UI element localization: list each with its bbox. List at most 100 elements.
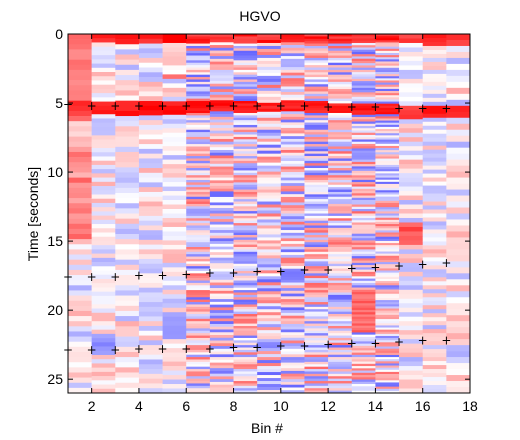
y-tick-label: 25: [47, 371, 63, 387]
heatmap-cell: [446, 327, 470, 333]
heatmap-cell: [186, 130, 210, 133]
heatmap-cell: [352, 207, 376, 210]
heatmap-cell: [68, 152, 92, 157]
heatmap-cell: [234, 230, 258, 233]
heatmap-cell: [186, 58, 210, 61]
heatmap-cell: [115, 121, 139, 126]
heatmap-cell: [399, 290, 423, 295]
heatmap-cell: [399, 285, 423, 290]
heatmap-cell: [257, 360, 281, 363]
heatmap-cell: [163, 61, 187, 66]
heatmap-cell: [92, 127, 116, 132]
heatmap-cell: [375, 214, 399, 216]
marker-point: +: [252, 99, 262, 113]
heatmap-cell: [328, 214, 352, 217]
heatmap-cell: [281, 307, 305, 310]
heatmap-cell: [304, 187, 328, 190]
heatmap-cell: [139, 316, 163, 321]
heatmap-cell: [304, 218, 328, 221]
heatmap-cell: [139, 182, 163, 187]
heatmap-cell: [139, 383, 163, 388]
heatmap-cell: [186, 292, 210, 295]
heatmap-cell: [234, 233, 258, 236]
heatmap-cell: [68, 224, 92, 229]
heatmap-cell: [186, 36, 210, 39]
heatmap-cell: [234, 290, 258, 293]
heatmap-cell: [328, 295, 352, 298]
heatmap-cell: [304, 194, 328, 197]
heatmap-cell: [352, 225, 376, 228]
heatmap-cell: [423, 62, 447, 66]
heatmap-cell: [234, 307, 258, 310]
heatmap-cell: [139, 245, 163, 250]
heatmap-cell: [281, 133, 305, 136]
heatmap-cell: [186, 324, 210, 327]
heatmap-cell: [163, 196, 187, 201]
heatmap-cell: [139, 144, 163, 149]
heatmap-cell: [352, 171, 376, 174]
heatmap-cell: [328, 300, 352, 303]
heatmap-cell: [68, 142, 92, 147]
heatmap-cell: [375, 118, 399, 120]
heatmap-cell: [375, 173, 399, 175]
heatmap-cell: [328, 324, 352, 327]
heatmap-cell: [352, 81, 376, 84]
heatmap-cell: [186, 383, 210, 386]
heatmap-cell: [257, 88, 281, 91]
heatmap-cell: [399, 70, 423, 75]
heatmap-cell: [257, 384, 281, 387]
heatmap-cell: [210, 169, 234, 172]
heatmap-cell: [92, 203, 116, 208]
heatmap-cell: [234, 166, 258, 169]
heatmap-cell: [115, 39, 139, 44]
heatmap-cell: [375, 171, 399, 173]
heatmap-cell: [234, 223, 258, 226]
heatmap-cell: [68, 44, 92, 49]
heatmap-cell: [399, 317, 423, 322]
heatmap-cell: [210, 70, 234, 73]
heatmap-cell: [328, 115, 352, 118]
heatmap-cell: [304, 242, 328, 245]
heatmap-cell: [375, 353, 399, 355]
heatmap-cell: [399, 375, 423, 380]
heatmap-cell: [328, 187, 352, 190]
heatmap-cell: [92, 76, 116, 81]
heatmap-cell: [163, 43, 187, 48]
heatmap-cell: [234, 149, 258, 152]
marker-point: +: [134, 269, 144, 283]
heatmap-cell: [352, 92, 376, 95]
heatmap-cell: [423, 210, 447, 214]
heatmap-cell: [92, 118, 116, 123]
heatmap-cell: [257, 372, 281, 375]
heatmap-cell: [375, 76, 399, 78]
heatmap-cell: [257, 222, 281, 225]
heatmap-cell: [68, 162, 92, 167]
heatmap-cell: [163, 317, 187, 322]
heatmap-cell: [234, 44, 258, 47]
marker-point: +: [347, 100, 357, 114]
heatmap-cell: [234, 295, 258, 298]
heatmap-cell: [210, 371, 234, 374]
heatmap-cell: [210, 133, 234, 136]
heatmap-cell: [115, 193, 139, 198]
heatmap-cell: [446, 375, 470, 381]
heatmap-cell: [281, 122, 305, 125]
heatmap-cell: [281, 120, 305, 123]
heatmap-cell: [186, 158, 210, 161]
heatmap-cell: [328, 185, 352, 188]
heatmap-cell: [328, 51, 352, 54]
heatmap-cell: [352, 211, 376, 214]
heatmap-cell: [446, 357, 470, 363]
heatmap-cell: [281, 379, 305, 382]
heatmap-cell: [446, 208, 470, 214]
heatmap-cell: [234, 120, 258, 123]
heatmap-cell: [139, 283, 163, 288]
heatmap-cell: [186, 237, 210, 240]
heatmap-cell: [423, 353, 447, 357]
heatmap-cell: [257, 357, 281, 360]
heatmap-cell: [163, 79, 187, 84]
heatmap-cell: [257, 121, 281, 124]
heatmap-cell: [352, 205, 376, 208]
heatmap-cell: [423, 202, 447, 206]
heatmap-cell: [210, 294, 234, 297]
